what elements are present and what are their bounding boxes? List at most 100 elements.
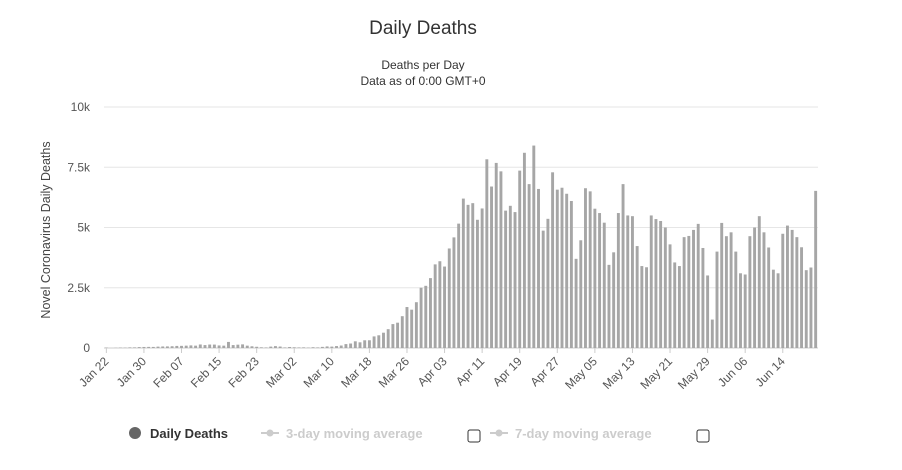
bar xyxy=(499,171,503,348)
bar xyxy=(461,198,465,348)
bar xyxy=(668,244,672,348)
bar xyxy=(128,347,132,348)
bar xyxy=(165,346,169,348)
bar xyxy=(320,346,324,348)
bar xyxy=(147,346,151,348)
y-tick-label: 2.5k xyxy=(67,281,91,295)
x-tick-label: Feb 07 xyxy=(150,354,187,391)
bar xyxy=(212,344,216,348)
legend-item-3-day-average[interactable]: 3-day moving average xyxy=(261,426,423,441)
bar-series-daily-deaths xyxy=(104,145,818,348)
bar xyxy=(405,307,409,348)
bar xyxy=(612,252,616,348)
bar xyxy=(513,212,517,348)
x-tick-label: Jun 06 xyxy=(715,354,751,390)
bar xyxy=(353,341,357,348)
bar xyxy=(673,262,677,348)
checkbox-3-day-average[interactable] xyxy=(467,429,481,443)
bar xyxy=(175,345,179,348)
bar xyxy=(781,233,785,348)
bar xyxy=(743,274,747,348)
bar xyxy=(753,227,757,348)
bar xyxy=(382,332,385,348)
x-tick-label: May 05 xyxy=(562,354,600,392)
bar xyxy=(701,247,705,348)
bar xyxy=(194,345,198,348)
bar xyxy=(724,236,728,348)
checkbox-7-day-average[interactable] xyxy=(696,429,710,443)
bar xyxy=(236,344,240,348)
bar xyxy=(677,266,681,348)
x-tick-label: Jan 30 xyxy=(114,354,150,390)
bar xyxy=(480,208,484,348)
bar xyxy=(800,247,804,348)
bar xyxy=(288,346,291,348)
bar xyxy=(424,285,428,348)
x-tick-label: Apr 19 xyxy=(490,354,525,389)
bar xyxy=(161,346,165,348)
bar xyxy=(386,329,390,348)
y-tick-label: 7.5k xyxy=(67,160,91,174)
bar xyxy=(569,200,573,348)
bar xyxy=(137,347,141,348)
bar xyxy=(748,236,752,348)
x-tick-label: Feb 23 xyxy=(225,354,262,391)
bar xyxy=(551,172,555,348)
bar xyxy=(372,336,376,348)
bar xyxy=(283,347,287,348)
y-tick-label: 0 xyxy=(83,341,90,355)
x-tick-label: Apr 03 xyxy=(415,354,450,389)
legend-marker-3-day-average xyxy=(266,429,274,437)
chart-title: Daily Deaths xyxy=(369,18,477,39)
x-tick-label: Mar 10 xyxy=(301,354,338,391)
bar xyxy=(494,162,498,348)
legend-item-daily-deaths[interactable]: Daily Deaths xyxy=(129,426,228,441)
bar xyxy=(645,267,648,348)
bar xyxy=(363,340,367,348)
bar xyxy=(537,188,540,348)
bar xyxy=(710,319,714,348)
bar xyxy=(786,225,789,348)
bar xyxy=(391,324,395,348)
bar xyxy=(344,344,348,348)
bar xyxy=(809,267,813,348)
bar xyxy=(739,273,742,348)
bar xyxy=(607,264,611,348)
bar xyxy=(602,222,606,348)
bar xyxy=(541,230,545,348)
bar xyxy=(546,218,550,348)
x-tick-label: Jan 22 xyxy=(76,354,112,390)
bar xyxy=(560,187,564,348)
gridlines xyxy=(104,106,818,349)
bar xyxy=(631,216,634,348)
bar xyxy=(475,219,479,348)
bar xyxy=(297,347,301,348)
bar xyxy=(396,322,400,348)
bar xyxy=(208,344,212,348)
bar xyxy=(217,345,221,348)
bar xyxy=(269,346,273,348)
bar xyxy=(555,189,559,348)
chart-subtitle-line2: Data as of 0:00 GMT+0 xyxy=(360,74,485,88)
bar xyxy=(522,152,526,348)
bar xyxy=(452,237,456,348)
bar xyxy=(410,309,414,348)
bar xyxy=(316,347,320,348)
bar xyxy=(466,204,470,348)
bar xyxy=(696,223,700,348)
legend-item-7-day-average[interactable]: 7-day moving average xyxy=(490,426,652,441)
legend-label-7-day-average: 7-day moving average xyxy=(515,426,652,441)
bar xyxy=(814,190,818,348)
x-tick-label: May 29 xyxy=(675,354,713,392)
bar xyxy=(198,344,202,348)
bar xyxy=(663,227,667,348)
bar xyxy=(245,345,249,348)
bar xyxy=(485,159,489,348)
bar xyxy=(706,275,710,348)
bar xyxy=(311,347,315,348)
bar xyxy=(579,240,583,348)
bar xyxy=(278,346,282,348)
bar xyxy=(720,222,724,348)
bar xyxy=(377,335,381,348)
bar xyxy=(490,186,493,348)
